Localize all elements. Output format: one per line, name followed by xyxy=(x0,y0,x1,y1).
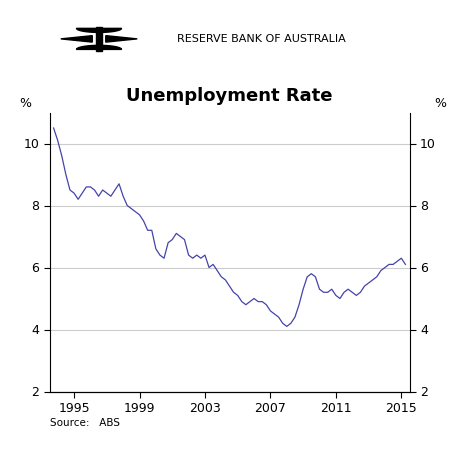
Polygon shape xyxy=(61,36,92,42)
Text: %: % xyxy=(435,97,447,110)
Text: Source:   ABS: Source: ABS xyxy=(50,418,120,428)
Polygon shape xyxy=(76,45,122,50)
Polygon shape xyxy=(106,36,137,42)
Polygon shape xyxy=(76,28,122,32)
Text: %: % xyxy=(19,97,31,110)
Title: Unemployment Rate: Unemployment Rate xyxy=(126,87,333,105)
Text: RESERVE BANK OF AUSTRALIA: RESERVE BANK OF AUSTRALIA xyxy=(176,34,346,44)
Bar xyxy=(96,27,102,51)
